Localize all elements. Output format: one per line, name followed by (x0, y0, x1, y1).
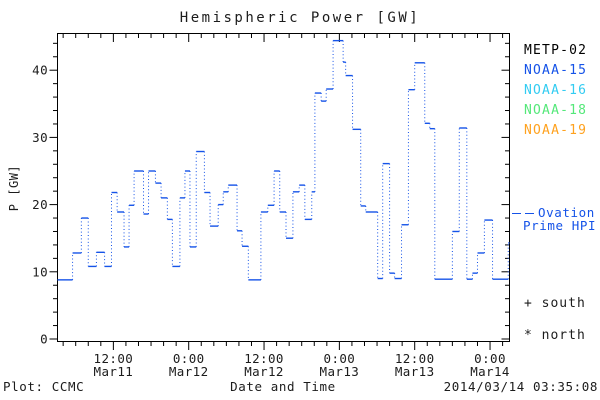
legend-ovation-text1: Ovation (538, 205, 595, 220)
legend-item-noaa-19: NOAA-19 (524, 123, 588, 138)
plot-title: Hemispheric Power [GW] (179, 10, 421, 26)
x-tick-time-label: 12:00 (244, 351, 284, 366)
legend-item-noaa-18: NOAA-18 (524, 103, 588, 118)
y-tick-label: 0 (40, 332, 48, 347)
y-tick-label: 20 (32, 197, 48, 212)
y-tick-label: 10 (32, 264, 48, 279)
y-tick-label: 40 (32, 63, 48, 78)
legend-ovation-line1: Ovation (512, 206, 596, 219)
x-tick-time-label: 0:00 (324, 351, 356, 366)
legend-north-marker: * north (524, 328, 586, 343)
x-tick-date-label: Mar11 (94, 364, 134, 379)
legend-ovation: Ovation Prime HPI (512, 206, 596, 232)
legend-ovation-text2: Prime HPI (523, 218, 597, 233)
y-tick-label: 30 (32, 130, 48, 145)
satellite-legend: METP-02 NOAA-15 NOAA-16 NOAA-18 NOAA-19 (524, 41, 587, 141)
x-tick-time-label: 0:00 (474, 351, 506, 366)
x-tick-date-label: Mar12 (244, 364, 284, 379)
legend-item-noaa-15: NOAA-15 (524, 63, 588, 78)
dashed-line-sample-icon (512, 213, 521, 214)
x-tick-date-label: Mar13 (320, 364, 360, 379)
dashed-line-sample-icon (525, 213, 534, 214)
x-tick-time-label: 12:00 (94, 351, 134, 366)
plot-frame (57, 33, 510, 342)
plot-timestamp: 2014/03/14 03:35:08 (443, 379, 598, 394)
x-tick-date-label: Mar13 (395, 364, 435, 379)
x-tick-time-label: 0:00 (173, 351, 205, 366)
x-tick-time-label: 12:00 (395, 351, 435, 366)
legend-item-noaa-16: NOAA-16 (524, 83, 588, 98)
x-tick-date-label: Mar14 (470, 364, 510, 379)
y-axis-label: P [GW] (7, 164, 21, 212)
x-axis-label: Date and Time (230, 379, 336, 394)
legend-south-marker: + south (524, 296, 586, 311)
plot-credit: Plot: CCMC (3, 379, 85, 394)
x-tick-date-label: Mar12 (169, 364, 209, 379)
legend-item-metp-02: METP-02 (524, 43, 588, 58)
